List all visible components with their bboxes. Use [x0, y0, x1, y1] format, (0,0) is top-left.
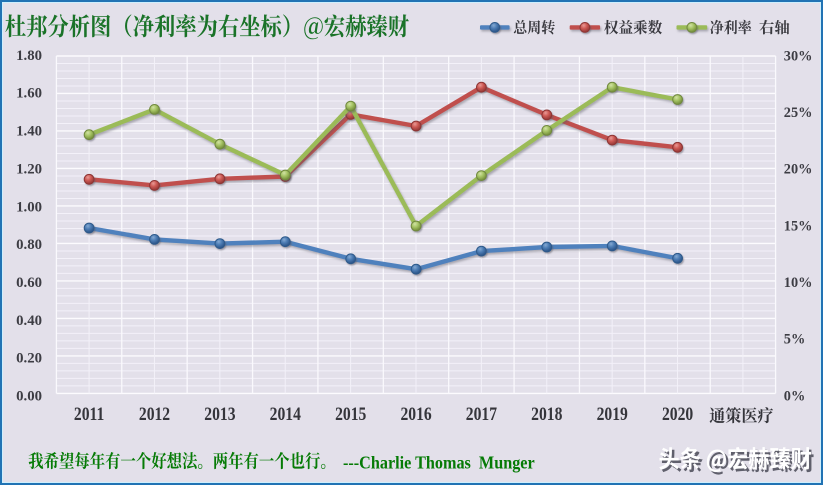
svg-text:0%: 0%: [784, 388, 805, 404]
svg-text:1.80: 1.80: [16, 48, 42, 64]
svg-text:2020: 2020: [662, 404, 693, 425]
svg-text:10%: 10%: [784, 275, 813, 291]
svg-text:0.40: 0.40: [16, 313, 42, 329]
svg-text:2012: 2012: [139, 404, 170, 425]
svg-text:0.60: 0.60: [16, 275, 42, 291]
svg-text:0.20: 0.20: [16, 351, 42, 367]
svg-text:2019: 2019: [597, 404, 628, 425]
svg-text:20%: 20%: [784, 162, 813, 178]
svg-text:2016: 2016: [400, 404, 432, 425]
svg-text:5%: 5%: [784, 332, 805, 348]
svg-text:0.00: 0.00: [16, 389, 42, 405]
svg-text:1.60: 1.60: [16, 86, 42, 102]
svg-text:1.40: 1.40: [16, 124, 42, 140]
svg-text:2015: 2015: [335, 404, 366, 425]
svg-text:2014: 2014: [270, 404, 302, 425]
svg-text:30%: 30%: [784, 48, 813, 64]
svg-text:1.20: 1.20: [16, 161, 42, 177]
svg-text:2017: 2017: [466, 404, 498, 425]
svg-text:0.80: 0.80: [16, 237, 42, 253]
svg-text:2013: 2013: [204, 404, 235, 425]
svg-text:2018: 2018: [531, 404, 562, 425]
svg-text:1.00: 1.00: [16, 199, 42, 215]
svg-text:---Charlie Thomas Munger: ---Charlie Thomas Munger: [343, 453, 535, 473]
svg-text:25%: 25%: [784, 105, 813, 121]
svg-text:2011: 2011: [74, 404, 104, 425]
svg-text:15%: 15%: [784, 218, 813, 234]
